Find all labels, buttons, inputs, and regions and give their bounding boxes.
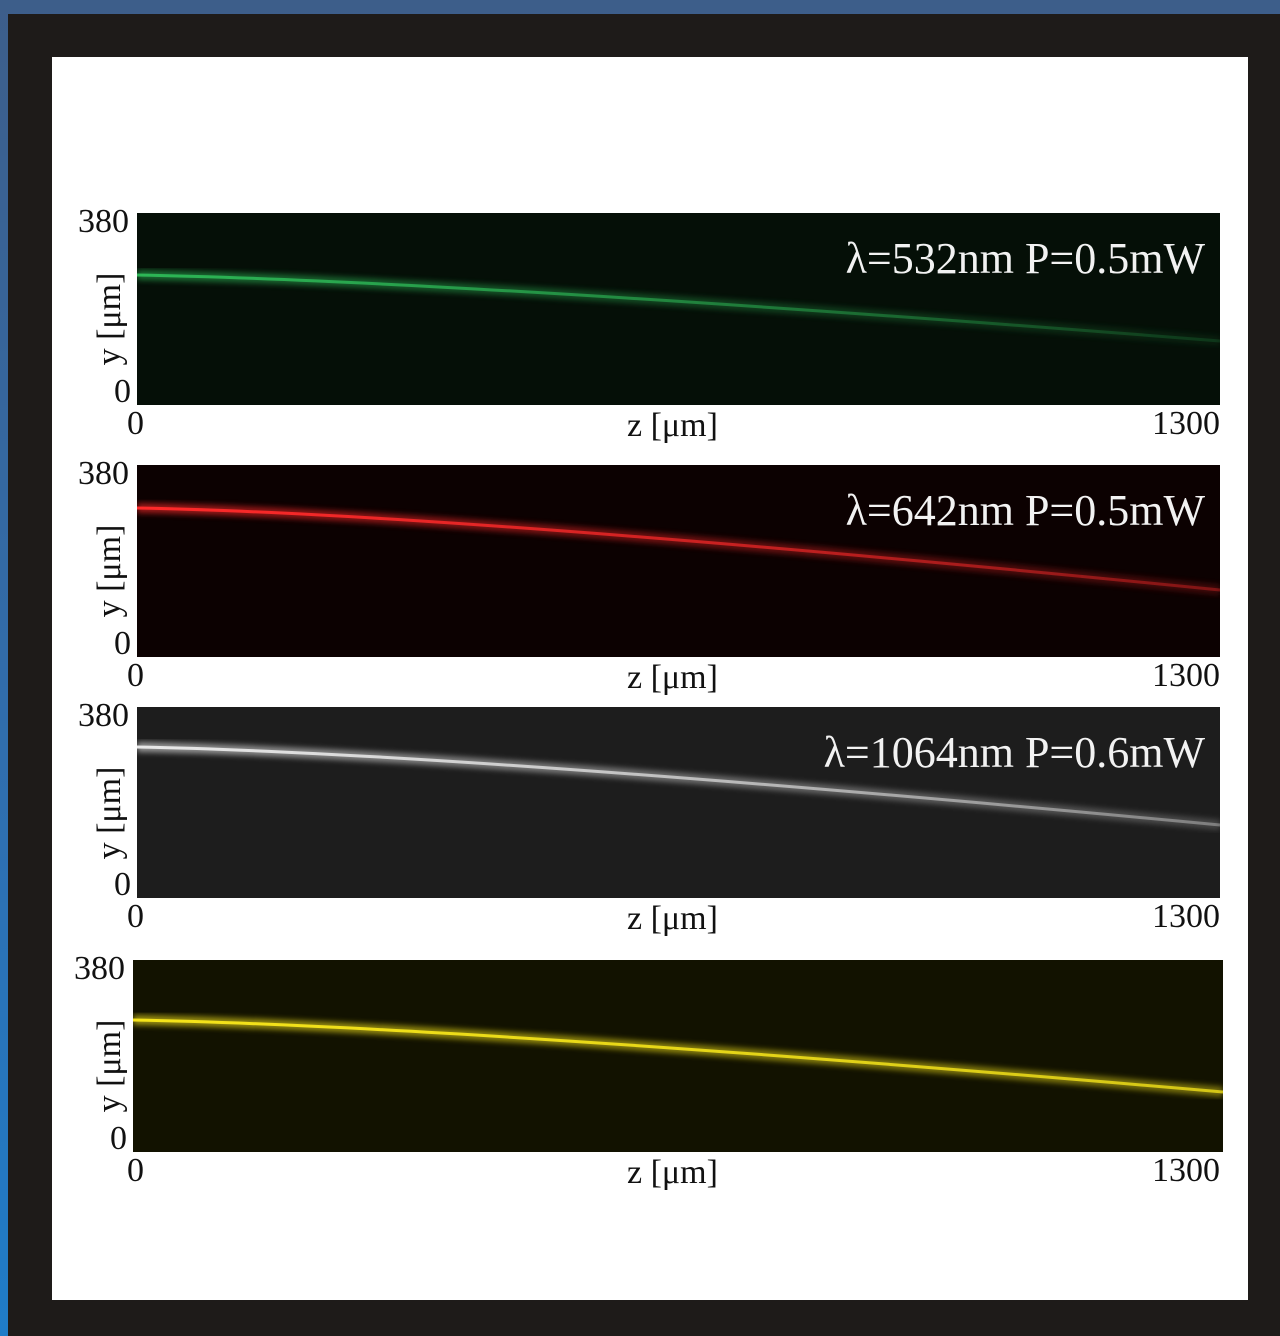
y-max-label: 380	[78, 203, 129, 240]
x-max-label: 1300	[1152, 898, 1220, 935]
beam-image	[137, 707, 1220, 898]
y-min-label: 0	[110, 1120, 127, 1157]
x-axis-label: z [μm]	[627, 659, 718, 696]
y-min-label: 0	[114, 373, 131, 410]
y-axis-label: y [μm]	[91, 272, 128, 366]
y-min-label: 0	[114, 866, 131, 903]
panel-label: λ=1064nm P=0.6mW	[823, 728, 1205, 777]
beam-image	[137, 465, 1220, 657]
y-max-label: 380	[78, 455, 129, 492]
panel-label: λ=642nm P=0.5mW	[845, 486, 1205, 535]
x-min-label: 0	[127, 657, 144, 694]
x-min-label: 0	[127, 405, 144, 442]
x-max-label: 1300	[1152, 405, 1220, 442]
x-min-label: 0	[127, 1152, 144, 1189]
y-min-label: 0	[114, 625, 131, 662]
x-min-label: 0	[127, 898, 144, 935]
y-axis-label: y [μm]	[91, 1019, 128, 1113]
x-max-label: 1300	[1152, 1152, 1220, 1189]
y-max-label: 380	[78, 697, 129, 734]
y-axis-label: y [μm]	[91, 524, 128, 618]
x-axis-label: z [μm]	[627, 407, 718, 444]
beam-image	[137, 213, 1220, 405]
frame: λ=532nm P=0.5mW 380 0 y [μm] 0 z [μm] 1300 λ=6…	[8, 14, 1280, 1336]
figure: λ=532nm P=0.5mW 380 0 y [μm] 0 z [μm] 1300 λ=6…	[52, 57, 1248, 1300]
beam-image	[133, 960, 1223, 1152]
y-axis-label: y [μm]	[91, 766, 128, 859]
x-max-label: 1300	[1152, 657, 1220, 694]
panel-label: λ=532nm P=0.5mW	[845, 234, 1205, 283]
y-max-label: 380	[74, 950, 125, 987]
x-axis-label: z [μm]	[627, 900, 718, 937]
x-axis-label: z [μm]	[627, 1154, 718, 1191]
